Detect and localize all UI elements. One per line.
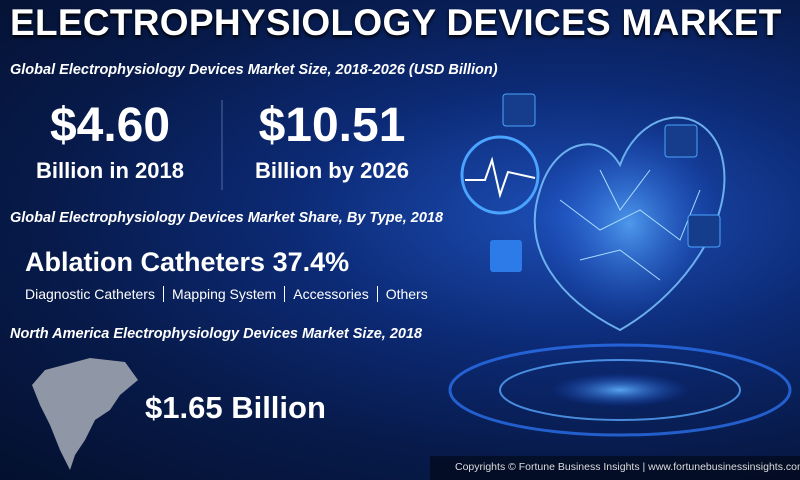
type: Diagnostic Catheters	[25, 286, 155, 302]
region-value: $1.65 Billion	[145, 390, 326, 425]
section-heading: North America Electrophysiology Devices …	[10, 326, 423, 342]
other-types: Diagnostic Catheters Mapping System Access…	[25, 286, 436, 304]
leader-name: Ablation Catheters	[25, 247, 266, 277]
type: Others	[376, 286, 436, 302]
leader: Ablation Catheters 37.4%	[25, 247, 349, 278]
title: ELECTROPHYSIOLOGY DEVICES MARKET	[10, 2, 782, 43]
footer: Copyrights © Fortune Business Insights |…	[455, 461, 800, 473]
footer-bar	[430, 456, 800, 480]
stat-value: $10.51	[258, 99, 406, 152]
leader-share: 37.4%	[272, 247, 350, 277]
type: Mapping System	[162, 286, 285, 302]
stat-value: $4.60	[49, 99, 171, 152]
type: Accessories	[284, 286, 377, 302]
stat-label: Billion in 2018	[36, 158, 184, 183]
stat-label: Billion by 2026	[254, 158, 410, 183]
section-heading: Global Electrophysiology Devices Market …	[10, 210, 444, 226]
section-heading: Global Electrophysiology Devices Market …	[10, 62, 498, 78]
